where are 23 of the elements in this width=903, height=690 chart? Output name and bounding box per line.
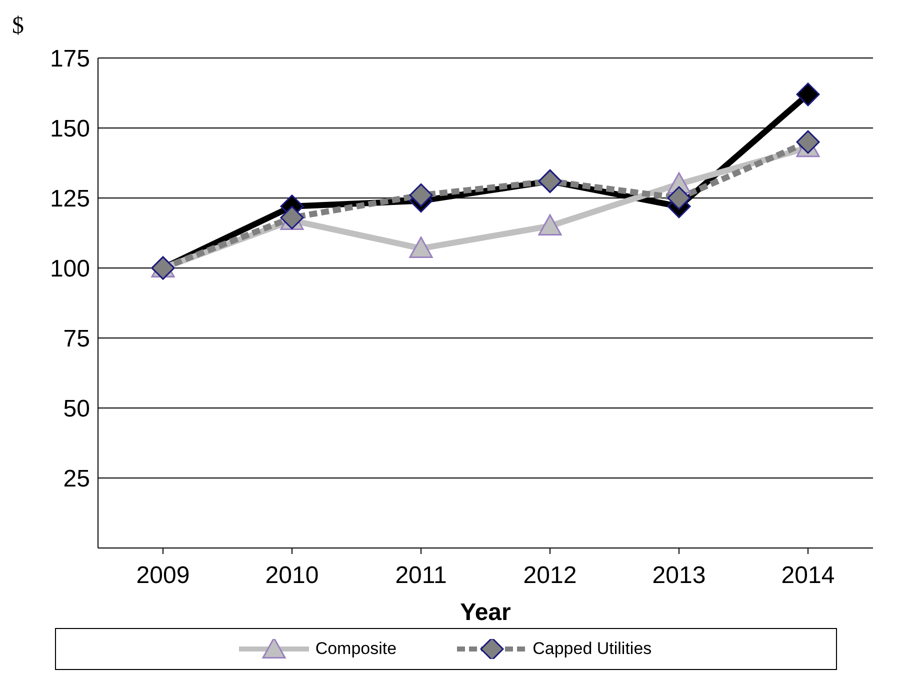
point	[667, 186, 691, 210]
point	[409, 183, 433, 207]
x-tick-label: 2011	[395, 562, 447, 590]
x-axis-title: Year	[460, 599, 511, 626]
x-tick-label: 2009	[136, 562, 190, 590]
y-tick-label: 175	[50, 46, 90, 73]
x-tick-label: 2013	[652, 562, 706, 590]
legend-label: Capped Utilities	[532, 639, 652, 659]
x-tick-label: 2012	[523, 562, 577, 590]
point	[538, 214, 562, 236]
point	[796, 130, 820, 154]
y-tick-label: 150	[50, 116, 90, 143]
y-tick-label: 50	[63, 396, 90, 423]
point	[796, 82, 820, 106]
y-tick-label: 125	[50, 186, 90, 213]
legend-label: Composite	[314, 639, 397, 659]
y-axis-title: $	[12, 13, 24, 39]
y-tick-label: 100	[50, 256, 90, 283]
x-tick-label: 2010	[265, 562, 319, 590]
point	[409, 236, 433, 258]
y-tick-label: 75	[63, 326, 90, 353]
y-tick-label: 25	[63, 466, 90, 493]
x-tick-label: 2014	[781, 562, 835, 590]
